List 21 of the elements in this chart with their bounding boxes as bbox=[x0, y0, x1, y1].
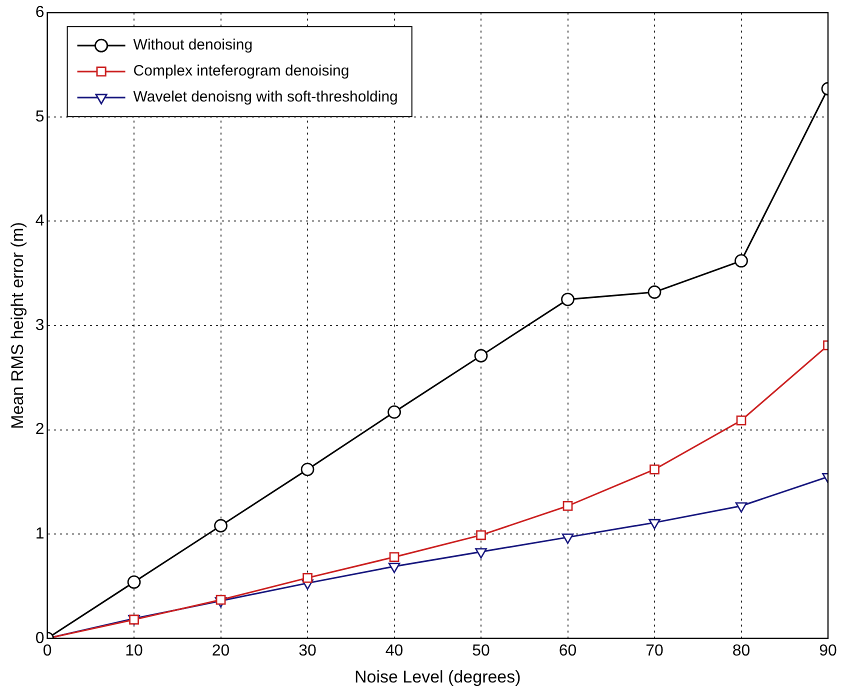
x-tick-label: 80 bbox=[732, 642, 750, 660]
legend-label: Without denoising bbox=[133, 36, 253, 54]
legend-label: Wavelet denoisng with soft-thresholding bbox=[133, 88, 398, 106]
x-tick-label: 50 bbox=[472, 642, 490, 660]
y-tick-label: 4 bbox=[35, 212, 44, 230]
legend-label: Complex inteferogram denoising bbox=[133, 62, 350, 80]
x-tick-label: 40 bbox=[385, 642, 404, 660]
x-tick-label: 10 bbox=[125, 642, 144, 660]
x-tick-label: 60 bbox=[558, 642, 577, 660]
y-tick-label: 3 bbox=[35, 316, 44, 334]
x-tick-label: 70 bbox=[646, 642, 664, 660]
y-tick-label: 6 bbox=[35, 4, 44, 22]
x-axis-title: Noise Level (degrees) bbox=[354, 667, 521, 686]
x-tick-label: 20 bbox=[212, 642, 230, 660]
y-axis-title: Mean RMS height error (m) bbox=[8, 222, 27, 429]
x-tick-label: 30 bbox=[298, 642, 317, 660]
y-tick-label: 2 bbox=[35, 421, 44, 438]
x-tick-label: 90 bbox=[819, 642, 837, 660]
y-tick-label: 1 bbox=[35, 526, 44, 543]
y-tick-label: 0 bbox=[35, 630, 44, 647]
y-tick-label: 5 bbox=[35, 108, 44, 126]
